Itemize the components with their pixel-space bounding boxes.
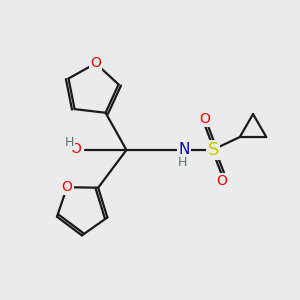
- Text: H: H: [64, 136, 74, 149]
- Text: O: O: [199, 112, 210, 126]
- Text: O: O: [61, 180, 73, 194]
- Text: N: N: [178, 142, 190, 158]
- Text: O: O: [70, 142, 81, 155]
- Text: O: O: [217, 174, 228, 188]
- Text: H: H: [178, 156, 187, 169]
- Text: O: O: [90, 56, 101, 70]
- Text: S: S: [208, 141, 219, 159]
